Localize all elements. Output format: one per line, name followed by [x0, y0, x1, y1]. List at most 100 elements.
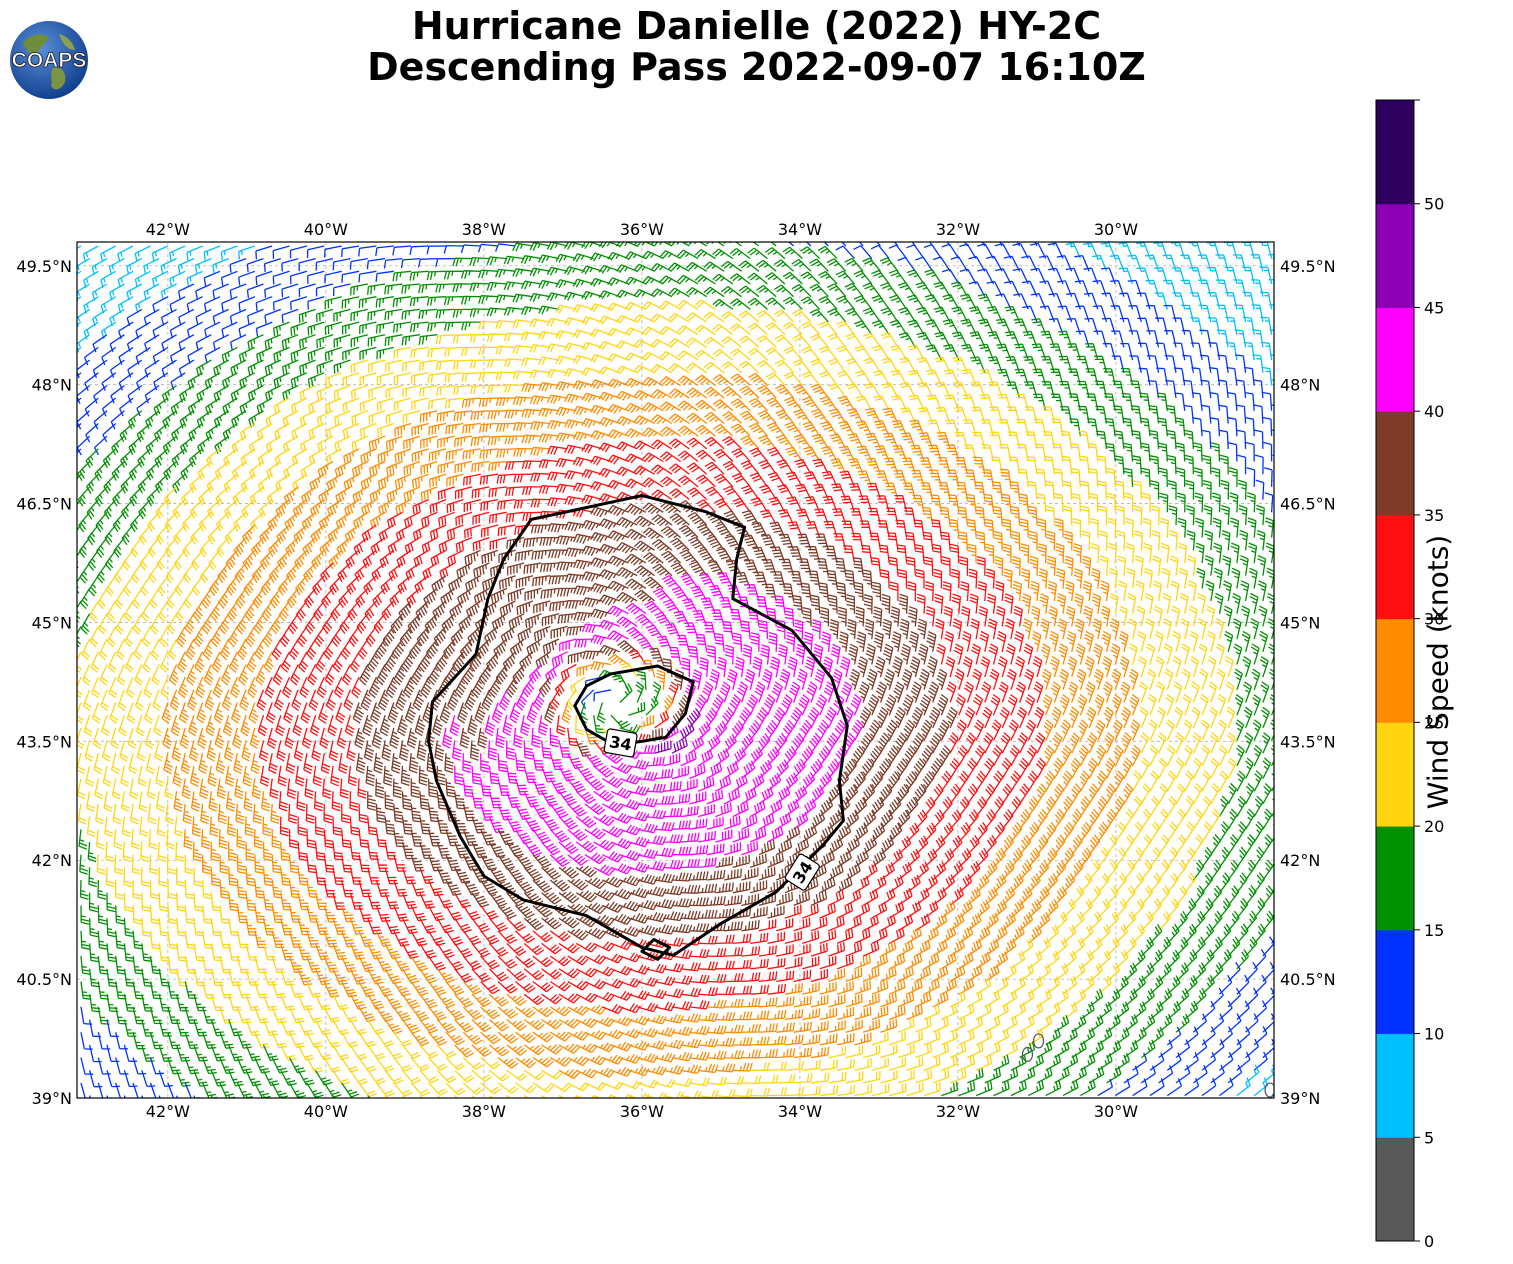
- wind-barb: [739, 410, 760, 424]
- wind-barb: [264, 334, 282, 350]
- wind-barb: [686, 412, 708, 425]
- wind-barb: [264, 359, 282, 376]
- wind-barb: [169, 296, 186, 313]
- wind-barb: [906, 269, 925, 285]
- wind-barb: [1183, 404, 1195, 424]
- wind-barb: [651, 464, 673, 475]
- wind-barb: [964, 242, 968, 247]
- wind-barb: [884, 457, 899, 475]
- wind-barb: [255, 245, 273, 260]
- wind-barb: [77, 308, 90, 327]
- wind-barb: [757, 385, 777, 399]
- wind-barb: [263, 257, 281, 272]
- wind-barb: [1237, 479, 1247, 500]
- wind-barb: [1207, 292, 1221, 310]
- wind-barb: [1058, 355, 1073, 373]
- wind-barb: [800, 321, 821, 336]
- wind-barb: [642, 402, 664, 413]
- wind-barb: [394, 397, 412, 411]
- wind-barb: [835, 245, 855, 260]
- wind-barb: [1079, 480, 1090, 500]
- wind-barb: [342, 422, 360, 439]
- wind-barb: [1172, 317, 1186, 335]
- wind-barb: [334, 435, 351, 452]
- wind-barb: [854, 345, 873, 361]
- wind-barb: [77, 486, 91, 507]
- wind-barb: [809, 283, 829, 298]
- wind-barb: [650, 263, 673, 272]
- wind-barb: [765, 297, 786, 310]
- wind-barb: [452, 359, 473, 370]
- wind-barb: [402, 410, 421, 424]
- wind-barb: [326, 499, 343, 518]
- wind-barb: [1211, 467, 1221, 487]
- wind-barb: [1042, 406, 1056, 424]
- wind-barb: [564, 393, 586, 404]
- wind-barb: [980, 393, 995, 411]
- wind-barb: [546, 368, 568, 378]
- wind-barb: [77, 461, 91, 482]
- wind-barb: [607, 403, 629, 414]
- colorbar-tick-label: 40: [1424, 402, 1444, 421]
- lat-tick-label-right: 45°N: [1280, 613, 1320, 632]
- wind-barb: [1171, 267, 1186, 285]
- wind-barb: [694, 299, 716, 310]
- wind-barb: [469, 282, 490, 292]
- wind-barb: [486, 281, 507, 291]
- wind-barb: [721, 386, 742, 399]
- wind-barb: [659, 451, 681, 463]
- wind-barb: [607, 277, 629, 287]
- wind-barb: [827, 283, 847, 298]
- wind-barb: [265, 384, 282, 402]
- wind-barb: [231, 410, 247, 428]
- wind-barb: [1262, 391, 1273, 411]
- wind-barb: [686, 437, 708, 450]
- wind-barb: [1016, 418, 1029, 437]
- wind-barb: [84, 372, 99, 391]
- wind-barb: [392, 270, 412, 282]
- wind-barb: [512, 344, 533, 354]
- wind-barb: [812, 458, 829, 475]
- wind-barb: [443, 296, 464, 306]
- wind-barb: [730, 373, 751, 386]
- wind-barb: [941, 268, 960, 285]
- wind-barb: [968, 255, 986, 272]
- wind-barb: [624, 453, 647, 464]
- wind-barb: [1219, 429, 1229, 449]
- wind-barb: [127, 384, 143, 404]
- wind-barb: [119, 397, 134, 417]
- wind-barb: [1138, 367, 1151, 386]
- wind-barb: [163, 486, 178, 507]
- wind-barb: [1111, 330, 1125, 348]
- wind-barb: [290, 296, 308, 311]
- wind-barb: [916, 306, 934, 323]
- wind-barb: [367, 334, 386, 347]
- wind-barb: [222, 422, 238, 442]
- wind-barb: [853, 270, 873, 285]
- wind-barb: [292, 499, 308, 518]
- wind-barb: [748, 397, 768, 412]
- wind-barb: [767, 471, 786, 488]
- wind-barb: [695, 474, 716, 488]
- colorbar-bin: [1376, 203, 1414, 308]
- wind-barb: [893, 469, 908, 488]
- wind-barb: [77, 423, 82, 429]
- wind-barb: [307, 296, 325, 310]
- colorbar-bin: [1376, 411, 1414, 516]
- wind-barb: [402, 384, 421, 398]
- wind-barb: [875, 470, 890, 488]
- wind-barb: [383, 257, 403, 269]
- wind-barb: [203, 245, 221, 261]
- wind-barb: [863, 332, 882, 348]
- wind-barb: [1120, 342, 1134, 361]
- lon-tick-label-top: 42°W: [146, 220, 190, 239]
- wind-barb: [333, 308, 351, 322]
- wind-barb: [316, 359, 334, 375]
- wind-barb: [942, 318, 960, 335]
- wind-barb: [880, 307, 899, 323]
- wind-barb: [564, 419, 586, 429]
- wind-barb: [1041, 355, 1056, 373]
- wind-barb: [1016, 443, 1029, 462]
- wind-barb: [143, 258, 160, 275]
- wind-barb: [911, 469, 925, 488]
